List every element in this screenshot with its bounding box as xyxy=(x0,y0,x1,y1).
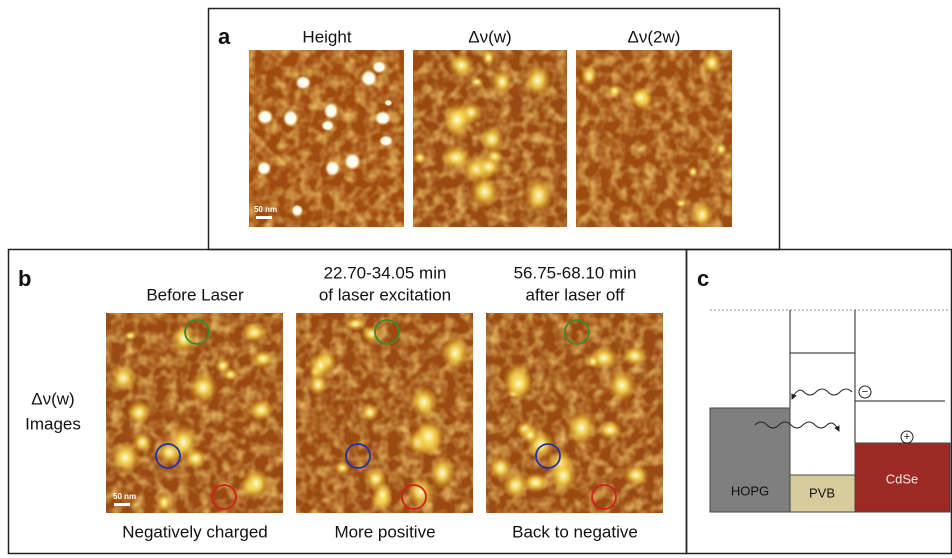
afm-feature xyxy=(241,322,267,343)
afm-feature xyxy=(374,110,391,125)
afm-feature xyxy=(188,372,218,404)
afm-feature xyxy=(524,177,554,214)
afm-feature xyxy=(715,142,728,156)
image-title: after laser off xyxy=(526,285,625,304)
image-title: Before Laser xyxy=(146,285,244,304)
afm-feature xyxy=(257,109,274,124)
panel-label: b xyxy=(18,266,31,291)
afm-feature xyxy=(524,64,552,97)
afm-feature xyxy=(566,410,597,446)
afm-feature xyxy=(413,419,443,453)
afm-feature xyxy=(691,200,713,228)
panel-label: c xyxy=(697,266,709,291)
afm-feature xyxy=(481,49,495,67)
afm-feature xyxy=(587,355,600,369)
afm-feature xyxy=(156,492,172,513)
afm-feature xyxy=(384,100,392,107)
scale-bar-label: 50 nm xyxy=(113,492,136,501)
afm-feature xyxy=(470,77,484,87)
afm-feature xyxy=(364,467,387,491)
afm-feature xyxy=(325,160,341,177)
afm-feature xyxy=(440,145,472,170)
afm-feature xyxy=(309,373,328,397)
image-title: 22.70-34.05 min xyxy=(324,263,447,282)
afm-feature xyxy=(429,456,456,490)
row-label: Δν(w) xyxy=(31,389,74,408)
afm-feature xyxy=(629,87,651,108)
image-title: of laser excitation xyxy=(319,285,451,304)
afm-feature xyxy=(502,471,530,499)
afm-feature xyxy=(323,102,338,120)
figure: a Height Δν(w) Δν(2w) 50 nm b Before Las… xyxy=(0,0,952,558)
afm-feature xyxy=(124,331,138,341)
panel-label: a xyxy=(218,24,231,49)
afm-feature xyxy=(360,403,379,422)
afm-feature xyxy=(242,468,270,500)
afm-feature xyxy=(167,424,199,461)
image-caption: Back to negative xyxy=(512,522,638,541)
electron-sign: − xyxy=(862,386,868,398)
afm-feature xyxy=(597,420,623,440)
image-title: Δν(2w) xyxy=(628,27,681,46)
afm-feature xyxy=(492,69,513,95)
afm-feature xyxy=(372,61,387,74)
afm-feature xyxy=(215,358,231,374)
afm-feature xyxy=(623,464,650,486)
afm-feature xyxy=(608,84,622,98)
afm-feature xyxy=(379,135,394,147)
afm-feature xyxy=(345,317,365,331)
scale-bar-label: 50 nm xyxy=(254,205,277,214)
scale-bar xyxy=(256,216,272,219)
afm-feature xyxy=(549,459,577,492)
row-label: Images xyxy=(25,414,81,433)
afm-feature xyxy=(441,336,469,371)
scale-bar xyxy=(114,503,130,506)
afm-feature xyxy=(522,426,539,444)
afm-feature xyxy=(247,399,274,421)
afm-feature xyxy=(407,477,433,508)
image-caption: Negatively charged xyxy=(122,522,268,541)
afm-feature xyxy=(127,400,152,426)
layer-label: PVB xyxy=(809,485,835,500)
image-title: Height xyxy=(302,27,351,46)
afm-feature xyxy=(702,51,721,74)
image-title: 56.75-68.10 min xyxy=(514,263,637,282)
image-title: Δν(w) xyxy=(468,27,511,46)
afm-feature xyxy=(675,199,687,208)
afm-feature xyxy=(171,324,196,353)
afm-feature xyxy=(442,102,472,139)
afm-feature xyxy=(110,364,137,392)
afm-feature xyxy=(475,155,502,178)
afm-texture xyxy=(576,50,732,227)
image-caption: More positive xyxy=(334,522,435,541)
afm-feature xyxy=(283,109,299,127)
afm-feature xyxy=(480,126,505,153)
afm-feature xyxy=(251,349,275,368)
afm-feature xyxy=(344,152,361,170)
afm-feature xyxy=(581,66,598,87)
afm-feature xyxy=(505,369,532,400)
afm-feature xyxy=(257,161,272,176)
afm-feature xyxy=(321,120,335,131)
layer-label: CdSe xyxy=(886,471,919,486)
layer-label: HOPG xyxy=(731,483,769,498)
afm-feature xyxy=(688,166,699,178)
afm-feature xyxy=(622,345,648,366)
afm-feature xyxy=(110,441,141,474)
afm-feature xyxy=(295,76,311,90)
hole-sign: + xyxy=(904,431,910,443)
afm-feature xyxy=(448,54,475,77)
afm-feature xyxy=(410,385,438,418)
afm-feature xyxy=(413,152,427,163)
afm-feature xyxy=(291,204,303,217)
afm-feature xyxy=(607,369,637,402)
